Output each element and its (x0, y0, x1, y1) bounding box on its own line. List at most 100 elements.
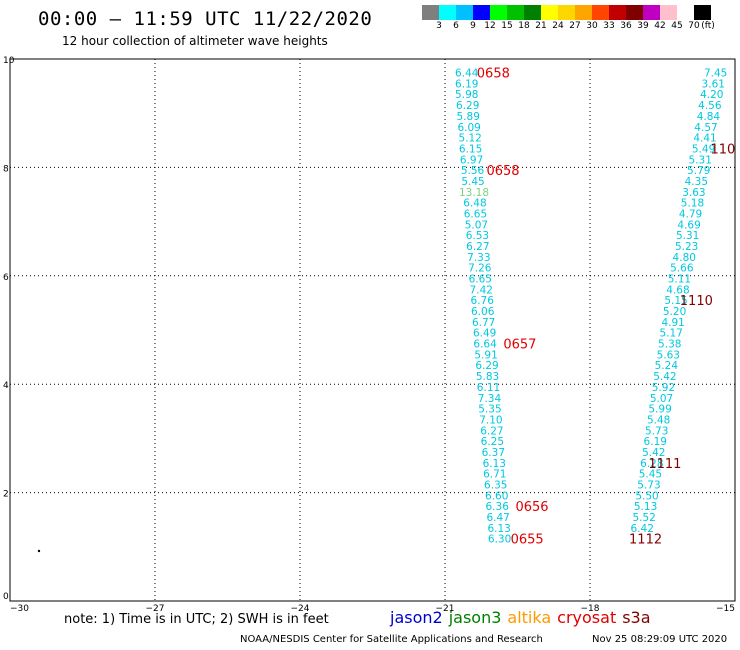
swh-value: 4.41 (693, 133, 716, 145)
swh-value: 5.66 (670, 263, 694, 275)
swh-value: 5.18 (681, 198, 704, 210)
swh-value: 5.24 (655, 360, 679, 372)
swh-value: 5.45 (461, 176, 484, 188)
colorbar-swatch (609, 5, 626, 20)
lat-tick-label: 0 (3, 592, 9, 602)
colorbar-swatch (575, 5, 592, 20)
colorbar-label: 15 (501, 21, 513, 31)
swh-value: 7.33 (467, 252, 490, 264)
swh-value: 6.65 (469, 274, 492, 286)
colorbar-swatch (439, 5, 456, 20)
swh-value: 7.10 (479, 414, 502, 426)
colorbar-label: 24 (552, 21, 564, 31)
swh-value: 4.20 (700, 89, 723, 101)
units-note: note: 1) Time is in UTC; 2) SWH is in fe… (64, 612, 329, 627)
colorbar-label: 45 (671, 21, 683, 31)
pass-time-label: 0656 (515, 500, 548, 515)
swh-value: 6.64 (473, 339, 497, 351)
swh-value: 5.42 (653, 371, 676, 383)
swh-value: 5.63 (657, 349, 680, 361)
swh-value: 4.68 (666, 284, 689, 296)
colorbar-swatch (490, 5, 507, 20)
swh-value: 5.48 (647, 414, 670, 426)
colorbar-swatch (660, 5, 677, 20)
swh-value: 4.35 (685, 176, 708, 188)
colorbar-swatch (541, 5, 558, 20)
swh-value: 7.26 (468, 263, 492, 275)
lon-tick-label: −15 (716, 604, 735, 614)
colorbar-label: 12 (484, 21, 496, 31)
pass-time-label: 0658 (486, 164, 519, 179)
swh-value: 5.35 (478, 404, 501, 416)
colorbar-label: 9 (470, 21, 476, 31)
swh-value: 5.49 (692, 143, 715, 155)
swh-value: 4.91 (661, 317, 684, 329)
colorbar-label: 36 (620, 21, 632, 31)
pass-time-label: 1110 (680, 294, 713, 309)
colorbar-swatch (694, 5, 711, 20)
swh-value: 5.23 (675, 241, 698, 253)
swh-value: 7.42 (470, 284, 493, 296)
colorbar-label: 21 (535, 21, 547, 31)
swh-value: 4.80 (673, 252, 696, 264)
swh-value: 5.98 (455, 89, 478, 101)
swh-value: 5.52 (632, 512, 655, 524)
colorbar-label: 27 (569, 21, 581, 31)
swh-value: 7.45 (704, 68, 727, 80)
colorbar-swatch (473, 5, 490, 20)
swh-value: 6.29 (456, 100, 479, 112)
colorbar-swatch (677, 5, 694, 20)
footer-timestamp: Nov 25 08:29:09 UTC 2020 (592, 634, 728, 645)
pass-time-label: 110 (711, 142, 736, 157)
swh-value: 7.34 (478, 393, 502, 405)
swh-value: 5.20 (663, 306, 686, 318)
colorbar-labels: 3 6 9 12 15 18 21 24 27 30 33 36 39 42 45 70 (ft) (422, 21, 740, 35)
lon-tick-label: −21 (436, 604, 455, 614)
colorbar-label: 70 (688, 21, 700, 31)
map-subtitle: 12 hour collection of altimeter wave hei… (62, 34, 328, 48)
satellite-tracks: 6.446.195.986.295.896.095.126.156.975.56… (455, 67, 735, 548)
lat-tick-label: 8 (3, 164, 9, 174)
colorbar-swatch (626, 5, 643, 20)
swh-value: 6.42 (631, 523, 654, 535)
lon-tick-label: −18 (581, 604, 600, 614)
swh-value: 5.07 (465, 219, 488, 231)
map-frame (9, 58, 736, 602)
colorbar-swatch (524, 5, 541, 20)
swh-value: 5.45 (639, 469, 662, 481)
pass-time-label: 1111 (648, 457, 681, 472)
satellite-legend: jason2 jason3 altika cryosat s3a (390, 608, 657, 627)
swh-value: 5.79 (687, 165, 710, 177)
lat-tick-label: 10 (3, 56, 15, 66)
swh-value: 6.35 (484, 479, 507, 491)
colorbar-swatch (592, 5, 609, 20)
legend-jason2: jason2 (390, 608, 443, 627)
swh-value: 6.11 (477, 382, 500, 394)
lat-tick-label: 6 (3, 273, 9, 283)
swh-value: 4.79 (679, 208, 702, 220)
plot-border (9, 58, 736, 602)
colorbar-swatch (456, 5, 473, 20)
swh-value: 5.31 (676, 230, 699, 242)
swh-value: 6.19 (644, 436, 667, 448)
swh-value: 5.73 (645, 425, 668, 437)
swh-value: 6.71 (483, 469, 506, 481)
swh-value: 5.11 (668, 274, 691, 286)
swh-value: 6.25 (481, 436, 504, 448)
lat-tick-label: 2 (3, 490, 9, 500)
swh-value: 5.91 (474, 349, 497, 361)
legend-s3a: s3a (622, 608, 651, 627)
footer-credit: NOAA/NESDIS Center for Satellite Applica… (240, 634, 543, 645)
pass-time-labels: 0658 0658 0657 0656 0655 110 1110 1111 1112 (477, 67, 736, 548)
swh-value: 6.09 (457, 122, 480, 134)
swh-value: 5.73 (637, 479, 660, 491)
swh-value: 6.19 (455, 78, 478, 90)
lon-tick-label: −27 (146, 604, 165, 614)
swh-value: 6.97 (460, 154, 483, 166)
swh-value: 4.84 (697, 111, 721, 123)
swh-value: 5.38 (658, 339, 681, 351)
swh-value: 6.15 (459, 143, 482, 155)
pass-time-label: 1112 (629, 533, 662, 548)
swh-value: 6.65 (464, 208, 487, 220)
